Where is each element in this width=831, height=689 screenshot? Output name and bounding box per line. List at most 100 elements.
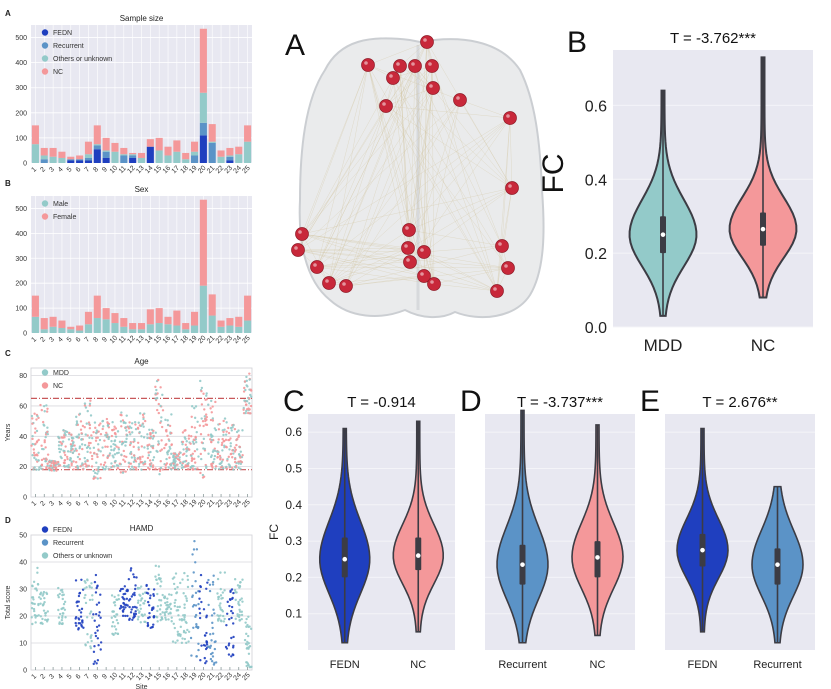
data-point	[121, 441, 125, 445]
brain-node	[379, 99, 393, 113]
data-point	[211, 626, 214, 630]
data-point	[230, 452, 233, 456]
violin-median-dot	[415, 553, 421, 558]
data-point	[225, 430, 228, 433]
data-point	[212, 574, 215, 577]
y-tick-label: 0.5	[285, 461, 302, 475]
data-point	[113, 604, 117, 607]
data-point	[216, 452, 220, 456]
bar-others-or-unknown	[208, 141, 216, 143]
data-point	[62, 449, 65, 453]
data-point	[159, 599, 163, 602]
x-tick-label: 20	[197, 165, 208, 176]
bar-female	[67, 326, 75, 330]
data-point	[93, 580, 97, 584]
data-point	[98, 611, 101, 614]
data-point	[99, 432, 103, 436]
data-point	[137, 462, 141, 466]
x-tick-label: 10	[109, 165, 120, 176]
x-tick-label: 16	[162, 672, 173, 683]
data-point	[202, 392, 205, 395]
data-point	[83, 587, 86, 590]
y-tick-label: 200	[15, 281, 27, 288]
x-category-label: Recurrent	[753, 659, 801, 671]
data-point	[88, 598, 92, 602]
data-point	[219, 606, 222, 609]
data-point	[67, 438, 71, 441]
data-point	[104, 465, 108, 468]
plot-background	[30, 534, 253, 671]
bar-nc	[111, 142, 119, 152]
data-point	[217, 595, 220, 599]
data-point	[34, 458, 38, 461]
data-point	[70, 447, 73, 451]
data-point	[237, 462, 240, 465]
y-tick-label: 60	[19, 403, 27, 410]
data-point	[110, 625, 114, 628]
data-point	[69, 456, 72, 460]
x-tick-label: 18	[179, 165, 190, 176]
data-point	[42, 602, 45, 606]
data-point	[133, 605, 137, 609]
data-point	[62, 612, 65, 615]
bar-fedn	[76, 160, 84, 163]
data-point	[39, 591, 43, 594]
data-point	[219, 457, 222, 460]
data-point	[187, 640, 190, 643]
data-point	[34, 427, 37, 430]
data-point	[46, 610, 50, 613]
data-point	[119, 471, 123, 474]
data-point	[176, 585, 179, 589]
bar-female	[226, 318, 234, 326]
x-category-label: FEDN	[330, 659, 360, 671]
data-point	[77, 626, 80, 630]
data-point	[97, 443, 100, 446]
data-point	[149, 432, 152, 436]
data-point	[72, 440, 75, 444]
data-point	[90, 586, 93, 589]
data-point	[83, 402, 87, 405]
legend-label: Male	[53, 201, 68, 208]
data-point	[61, 440, 65, 443]
data-point	[195, 448, 199, 451]
data-point	[90, 582, 93, 585]
data-point	[78, 608, 81, 612]
data-point	[217, 441, 220, 444]
data-point	[202, 437, 206, 441]
data-point	[88, 404, 92, 407]
data-point	[32, 451, 36, 455]
data-point	[31, 442, 34, 446]
y-tick-label: 10	[19, 641, 27, 648]
data-point	[246, 411, 250, 415]
data-point	[167, 618, 170, 621]
x-category-label: NC	[751, 336, 776, 355]
brain-edge	[392, 77, 509, 269]
brain-edge	[301, 233, 330, 284]
data-point	[194, 467, 197, 471]
data-point	[99, 422, 102, 425]
data-point	[201, 473, 205, 477]
data-point	[57, 464, 60, 468]
data-point	[91, 616, 94, 620]
x-tick-label: 6	[75, 166, 83, 174]
data-point	[189, 442, 192, 445]
data-point	[228, 465, 232, 469]
bar-others-or-unknown	[31, 144, 39, 163]
data-point	[92, 477, 95, 480]
data-point	[239, 456, 242, 459]
data-point	[74, 461, 78, 464]
bar-recurrent	[120, 155, 128, 163]
data-point	[187, 434, 191, 437]
data-point	[249, 665, 252, 669]
data-point	[205, 614, 208, 617]
data-point	[94, 634, 98, 638]
data-point	[79, 420, 83, 423]
data-point	[242, 408, 245, 412]
bar-female	[58, 320, 66, 329]
data-point	[210, 463, 213, 467]
data-point	[85, 586, 88, 589]
data-point	[141, 592, 145, 596]
brain-node-highlight	[406, 258, 410, 262]
